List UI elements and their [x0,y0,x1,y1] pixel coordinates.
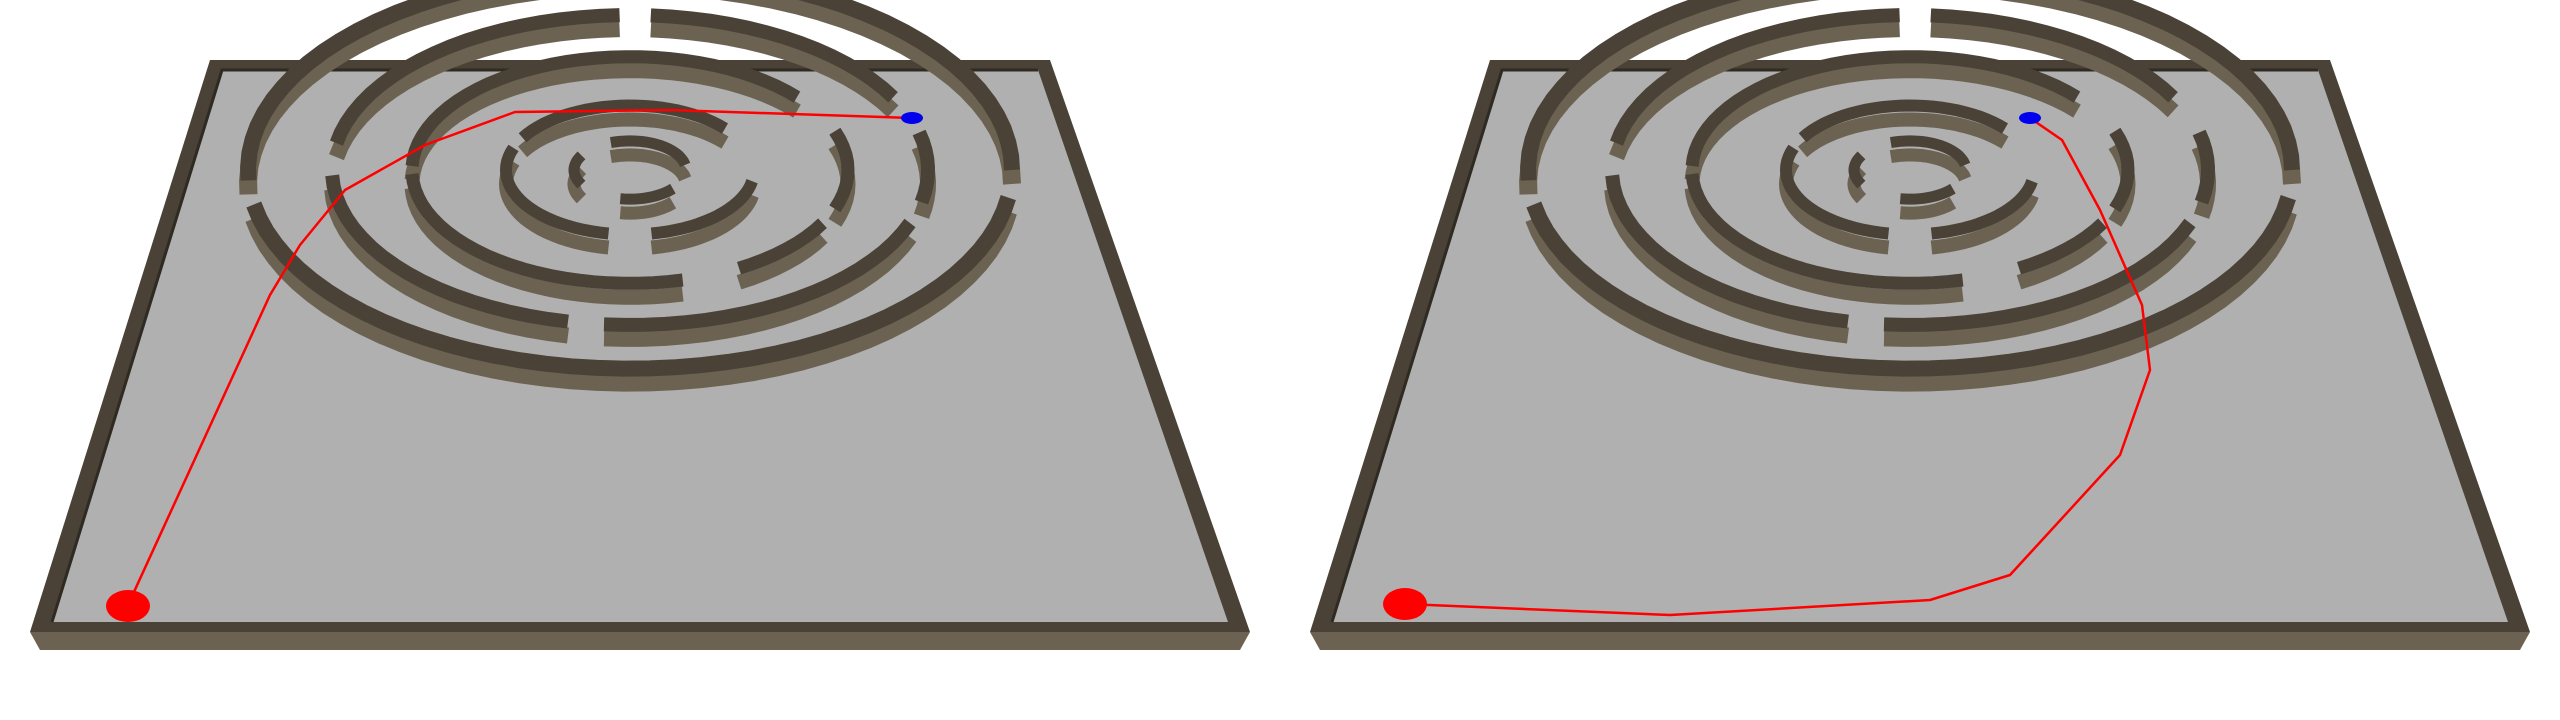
maze-panel-left [30,0,1250,650]
maze-wall [330,8,620,146]
maze-wall [246,195,1016,377]
maze-wall [518,99,729,143]
maze-wall-side [1889,148,1972,182]
maze-wall-side [1684,186,1964,305]
maze-wall [798,0,1020,171]
maze-wall-side [1609,21,1900,161]
maze-wall [1899,183,1956,205]
board-front-edge [30,632,1250,650]
maze-wall [650,8,898,103]
maze-wall-side [329,21,620,161]
maze-wall [1520,0,1742,181]
maze-wall [1779,144,1890,240]
maze-wall-side [609,148,692,182]
maze-wall [2078,0,2300,171]
start-marker-left [106,590,150,622]
maze-wall [1685,173,1964,290]
maze-board [1310,0,2530,650]
goal-marker-right [2019,112,2041,124]
maze-wall [2109,127,2135,213]
maze-board [30,0,1250,650]
maze-wall-side [1899,197,1957,220]
path-line-right [1404,116,2152,617]
maze-view-right [1310,0,2530,650]
maze-wall [405,50,801,167]
maze-wall [1889,135,1971,168]
maze-wall [829,127,855,213]
maze-wall-side [603,232,917,347]
maze-view-left [30,0,1250,650]
board-inner-lip [1330,68,2318,623]
maze-wall-side [650,192,759,255]
maze-wall [609,135,691,168]
maze-wall-side [1684,63,2081,182]
maze-wall [568,151,586,189]
maze-wall [1930,8,2178,103]
maze-wall [2192,129,2216,205]
maze-wall [1930,178,2038,240]
maze-wall [1526,195,2296,377]
maze-wall [1685,50,2081,167]
maze-wall [736,218,827,275]
maze-wall-side [736,231,828,290]
maze-wall-side [245,208,1017,392]
maze-panel-right [1280,0,2560,720]
maze-wall-side [2016,231,2108,290]
maze-wall-side [518,112,729,158]
maze-wall-side [404,63,801,182]
start-marker-right [1383,588,1427,620]
maze-wall [1610,8,1900,146]
maze-wall-side [1883,232,2197,347]
maze-wall-side [404,186,684,305]
maze-wall [499,144,610,240]
maze-wall-side [1930,192,2039,255]
maze-wall-side [1525,208,2297,392]
maze-wall [619,183,676,205]
maze-wall [912,129,936,205]
maze-wall-side [1798,112,2009,158]
maze-wall [240,0,462,181]
maze-wall [1798,99,2009,143]
goal-marker-left [901,112,923,124]
maze-wall [603,218,916,332]
maze-wall [650,178,758,240]
board-front-edge [1310,632,2530,650]
path-line-left [126,108,913,606]
maze-wall-side [1930,21,2179,118]
maze-wall-side [619,197,677,220]
maze-wall [325,174,569,329]
maze-wall [1848,151,1866,189]
maze-wall-side [650,21,899,118]
maze-wall [405,173,684,290]
maze-wall [1883,218,2196,332]
maze-wall [2016,218,2107,275]
maze-wall [1605,174,1849,329]
board-inner-lip [50,68,1038,623]
